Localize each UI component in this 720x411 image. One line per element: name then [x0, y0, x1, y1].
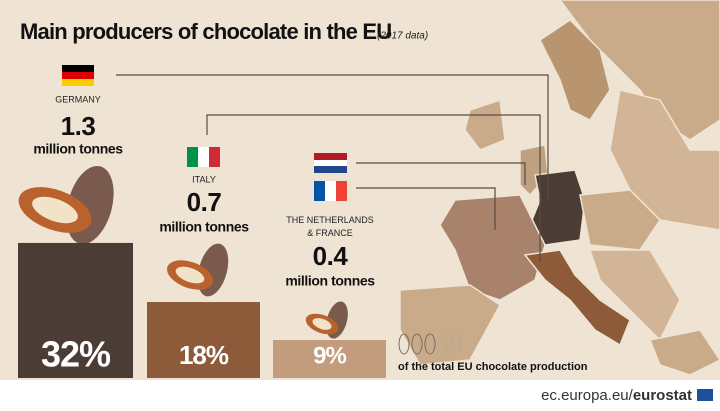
- flag-germany: [62, 65, 94, 86]
- country-label: GERMANY: [55, 94, 101, 104]
- bar: [273, 340, 386, 378]
- tonnes-value: 1.3: [61, 111, 96, 141]
- footer: [0, 380, 720, 411]
- value-label: 32%: [41, 334, 111, 375]
- title: Main producers of chocolate in the EU: [20, 19, 391, 44]
- bar: [147, 302, 260, 378]
- tonnes-unit: million tonnes: [33, 141, 123, 157]
- value-label: 18%: [179, 340, 229, 370]
- tonnes-unit: million tonnes: [285, 273, 375, 289]
- source-url: ec.europa.eu/: [541, 387, 634, 404]
- flag-france: [314, 181, 347, 201]
- cocoa-pods: [18, 165, 462, 355]
- note: of the total EU chocolate production: [398, 361, 588, 373]
- arrows: [116, 74, 549, 262]
- flag-italy: [187, 147, 220, 167]
- value-label: 9%: [313, 342, 346, 369]
- eu-flag: [697, 389, 713, 401]
- country-label-box: THE NETHERLANDS & FRANCE: [286, 215, 374, 238]
- flag-netherlands: [314, 153, 347, 173]
- map: [399, 0, 720, 376]
- brand: eurostat: [633, 387, 692, 404]
- country-label: THE NETHERLANDS & FRANCE: [286, 215, 374, 238]
- tonnes-value: 0.7: [187, 187, 222, 217]
- tonnes-unit: million tonnes: [159, 219, 249, 235]
- tonnes-value: 0.4: [313, 241, 349, 271]
- source: ec.europa.eu/eurostat: [541, 387, 692, 404]
- subtitle: (2017 data): [377, 31, 428, 42]
- country-label: ITALY: [192, 174, 216, 184]
- bar: [18, 242, 133, 378]
